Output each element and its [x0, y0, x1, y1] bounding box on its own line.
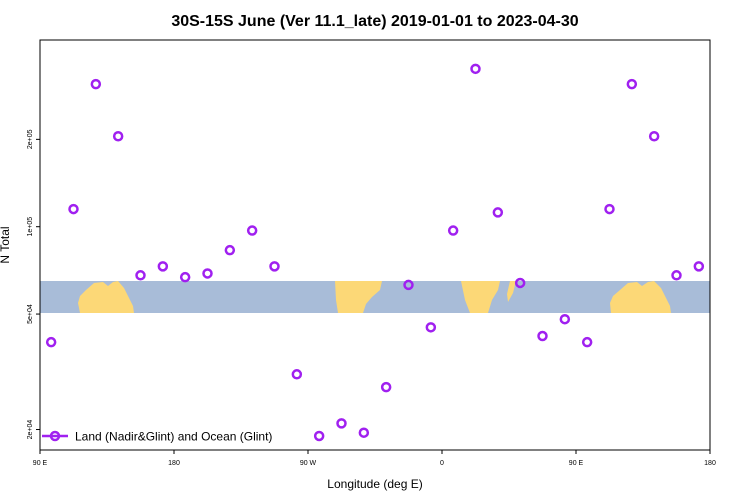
x-tick-label: 180: [168, 460, 180, 467]
data-point: [626, 78, 638, 90]
x-tick-label: 0: [440, 460, 444, 467]
data-point: [380, 381, 392, 393]
data-point: [425, 322, 437, 333]
y-tick-label: 2e+05: [27, 129, 34, 149]
data-point: [269, 261, 280, 272]
data-point: [514, 277, 526, 289]
data-point: [135, 270, 146, 281]
map-strip: [40, 281, 710, 313]
data-point: [403, 279, 414, 291]
plot-frame: [39, 39, 711, 451]
legend: Land (Nadir&Glint) and Ocean (Glint): [42, 430, 272, 444]
data-point: [559, 313, 571, 325]
data-point: [90, 78, 102, 90]
land-australia: [78, 281, 134, 313]
x-tick-label: 90 W: [300, 460, 317, 467]
data-point: [112, 130, 124, 142]
y-axis-label: N Total: [0, 226, 12, 263]
data-point: [246, 225, 258, 236]
land-australia-2: [610, 281, 671, 313]
land-africa: [461, 281, 500, 313]
y-tick-label: 5e+04: [27, 304, 34, 324]
data-point: [581, 336, 593, 348]
y-axis-ticks: 2e+04 5e+04 1e+05 2e+05: [27, 129, 40, 439]
series-points: [45, 63, 705, 442]
data-point: [179, 271, 191, 283]
chart-title: 30S-15S June (Ver 11.1_late) 2019-01-01 …: [171, 13, 578, 30]
y-tick-label: 1e+05: [27, 217, 34, 237]
legend-marker: [49, 430, 61, 442]
land-madagascar: [507, 281, 516, 302]
y-tick-label: 2e+04: [27, 420, 34, 440]
x-axis-label: Longitude (deg E): [327, 477, 422, 491]
data-point: [537, 330, 548, 342]
land-south-america: [335, 281, 382, 313]
data-point: [492, 207, 504, 218]
data-point: [447, 225, 459, 236]
x-tick-label: 180: [704, 460, 716, 467]
data-point: [202, 268, 213, 279]
legend-label: Land (Nadir&Glint) and Ocean (Glint): [75, 430, 272, 444]
x-tick-label: 90 E: [33, 460, 48, 467]
data-point: [291, 369, 303, 380]
data-point: [693, 261, 705, 272]
data-point: [68, 203, 79, 215]
data-point: [224, 244, 236, 256]
x-axis-ticks: 90 E 180 90 W 0 90 E 180: [33, 450, 716, 467]
data-point: [313, 430, 325, 442]
data-point: [336, 418, 347, 429]
data-point: [358, 427, 370, 438]
data-point: [45, 336, 57, 348]
data-point: [671, 270, 682, 281]
data-point: [157, 261, 169, 272]
data-point: [604, 203, 615, 215]
data-point: [648, 130, 660, 142]
data-point: [470, 63, 481, 75]
x-tick-label: 90 E: [569, 460, 584, 467]
